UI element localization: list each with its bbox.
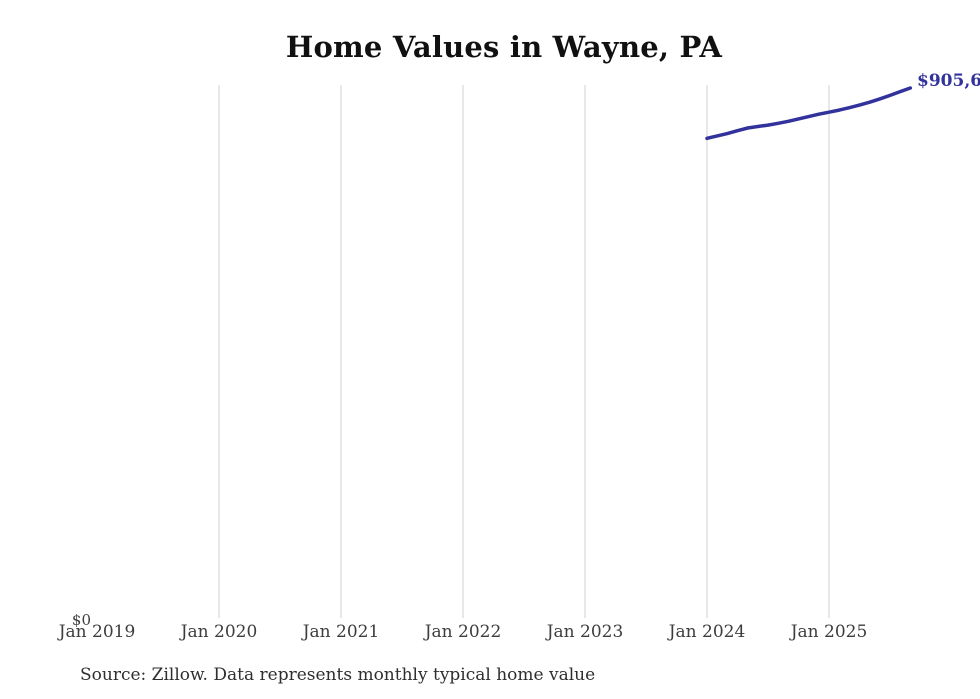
latest-value-label: $905,612 <box>917 71 980 91</box>
y-axis-zero-label: $0 <box>71 611 91 629</box>
x-axis-label: Jan 2019 <box>58 622 136 642</box>
x-axis-label: Jan 2025 <box>790 622 868 642</box>
chart-title: Home Values in Wayne, PA <box>285 30 723 64</box>
x-axis-label: Jan 2022 <box>424 622 502 642</box>
source-note: Source: Zillow. Data represents monthly … <box>80 665 596 685</box>
x-axis-label: Jan 2020 <box>180 622 258 642</box>
home-value-line <box>705 86 913 141</box>
x-axis-label: Jan 2023 <box>546 622 624 642</box>
x-axis-label: Jan 2024 <box>668 622 746 642</box>
x-axis-label: Jan 2021 <box>302 622 380 642</box>
